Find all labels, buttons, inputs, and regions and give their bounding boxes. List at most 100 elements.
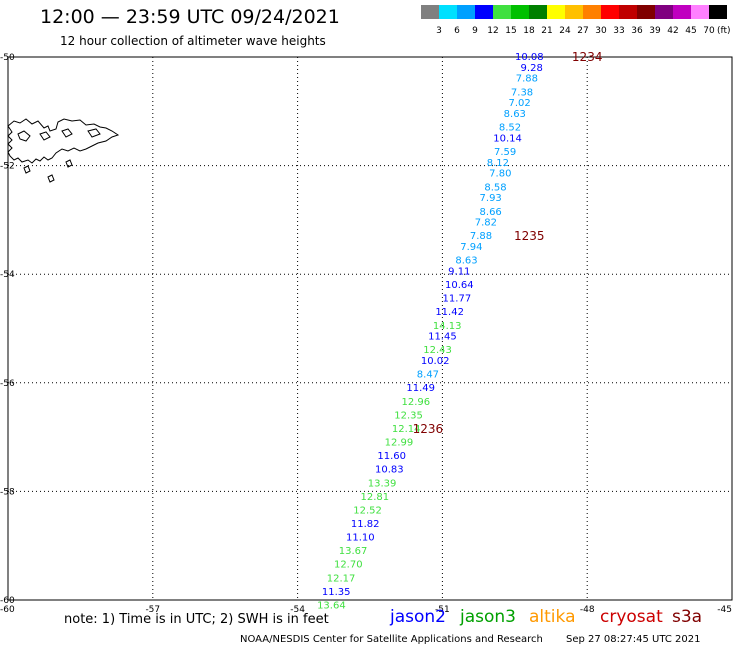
map-frame bbox=[7, 56, 733, 601]
color-scale-label: 21 bbox=[541, 26, 553, 36]
color-swatch bbox=[673, 5, 691, 19]
longitude-tick-label: -48 bbox=[580, 605, 595, 615]
wave-height-value: 12.43 bbox=[423, 345, 452, 356]
wave-height-value: 11.10 bbox=[346, 533, 375, 544]
wave-height-value: 7.82 bbox=[475, 218, 497, 229]
satellite-legend-jason2: jason2 bbox=[390, 607, 446, 627]
wave-height-value: 9.11 bbox=[448, 266, 470, 277]
color-swatch bbox=[637, 5, 655, 19]
color-scale-label: 42 bbox=[667, 26, 679, 36]
axis-tick-labels: -60 -57 -54 -51 -48 -45 -50 -52 -54 -56 -58 -60 bbox=[0, 53, 732, 615]
wave-height-value: 8.47 bbox=[417, 370, 439, 381]
color-swatch bbox=[547, 5, 565, 19]
wave-height-value: 13.39 bbox=[368, 478, 397, 489]
wave-height-value: 11.82 bbox=[351, 519, 380, 530]
color-swatch bbox=[691, 5, 709, 19]
wave-height-value: 8.66 bbox=[480, 207, 502, 218]
wave-height-value: 12.17 bbox=[327, 573, 356, 584]
color-scale-label: 12 bbox=[487, 26, 499, 36]
unit-label: (ft) bbox=[717, 26, 731, 36]
latitude-tick-label: -60 bbox=[0, 596, 15, 606]
color-scale-label: 18 bbox=[523, 26, 535, 36]
map-grid bbox=[7, 56, 733, 601]
longitude-tick-label: -45 bbox=[717, 605, 732, 615]
wave-height-value: 11.49 bbox=[406, 383, 435, 394]
falkland-islands-coastline bbox=[7, 118, 120, 183]
generation-timestamp: Sep 27 08:27:45 UTC 2021 bbox=[566, 634, 701, 645]
wave-height-value: 12.14 bbox=[392, 424, 421, 435]
wave-height-value: 12.70 bbox=[334, 560, 363, 571]
wave-height-value: 12.35 bbox=[394, 410, 423, 421]
latitude-tick-label: -56 bbox=[0, 379, 15, 389]
color-scale-label: 70 bbox=[703, 26, 715, 36]
wave-height-value: 11.45 bbox=[428, 332, 457, 343]
color-swatch bbox=[529, 5, 547, 19]
color-scale-label: 30 bbox=[595, 26, 607, 36]
wave-height-value: 8.63 bbox=[455, 256, 477, 267]
latitude-tick-label: -58 bbox=[0, 487, 15, 497]
wave-height-value: 7.02 bbox=[508, 98, 530, 109]
footer-note: note: 1) Time is in UTC; 2) SWH is in fe… bbox=[64, 612, 329, 627]
wave-height-value: 7.93 bbox=[480, 193, 502, 204]
satellite-legend-cryosat: cryosat bbox=[600, 607, 663, 627]
wave-height-value: 10.83 bbox=[375, 465, 404, 476]
wave-height-value: 10.64 bbox=[445, 280, 474, 291]
wave-height-value: 8.63 bbox=[504, 109, 526, 120]
pass-time-label: 1235 bbox=[514, 229, 545, 243]
longitude-tick-label: -57 bbox=[145, 605, 160, 615]
wave-height-value: 11.35 bbox=[322, 587, 351, 598]
latitude-tick-label: -52 bbox=[0, 162, 15, 172]
wave-height-value: 11.42 bbox=[435, 307, 464, 318]
wave-height-value: 12.52 bbox=[353, 505, 382, 516]
wave-height-value: 12.99 bbox=[385, 438, 414, 449]
pass-time-label: 1236 bbox=[413, 422, 444, 436]
map-subtitle: 12 hour collection of altimeter wave hei… bbox=[60, 34, 326, 48]
color-swatch bbox=[421, 5, 439, 19]
wave-height-value: 10.02 bbox=[421, 356, 450, 367]
wave-height-value: 11.77 bbox=[443, 294, 472, 305]
latitude-tick-label: -50 bbox=[0, 53, 15, 63]
color-scale-label: 45 bbox=[685, 26, 697, 36]
color-scale-label: 36 bbox=[631, 26, 643, 36]
color-swatch bbox=[601, 5, 619, 19]
longitude-tick-label: -54 bbox=[290, 605, 305, 615]
color-scale-label: 24 bbox=[559, 26, 571, 36]
wave-height-value: 13.64 bbox=[317, 600, 346, 611]
wave-height-labels: 10.089.287.887.387.028.638.5210.147.598.… bbox=[317, 52, 544, 611]
pass-time-labels: 1234 1235 1236 bbox=[413, 50, 603, 436]
color-swatch bbox=[655, 5, 673, 19]
satellite-legend-altika: altika bbox=[529, 607, 576, 627]
wave-height-value: 7.88 bbox=[516, 74, 538, 85]
color-swatch bbox=[439, 5, 457, 19]
wave-height-value: 8.12 bbox=[487, 158, 509, 169]
latitude-tick-label: -54 bbox=[0, 270, 15, 280]
credit-line: NOAA/NESDIS Center for Satellite Applica… bbox=[240, 634, 543, 645]
satellite-legend-s3a: s3a bbox=[672, 607, 703, 627]
wave-height-value: 9.28 bbox=[521, 63, 543, 74]
color-swatch bbox=[493, 5, 511, 19]
wave-height-value: 7.80 bbox=[489, 169, 511, 180]
wave-height-value: 12.81 bbox=[361, 492, 390, 503]
wave-height-value: 7.88 bbox=[470, 231, 492, 242]
color-swatch bbox=[457, 5, 475, 19]
satellite-legend-jason3: jason3 bbox=[460, 607, 516, 627]
wave-height-value: 13.67 bbox=[339, 546, 368, 557]
wave-height-value: 7.59 bbox=[494, 147, 516, 158]
color-swatch bbox=[619, 5, 637, 19]
wave-height-value: 8.52 bbox=[499, 123, 521, 134]
map-title: 12:00 — 23:59 UTC 09/24/2021 bbox=[40, 6, 340, 28]
wave-height-value: 8.58 bbox=[484, 182, 506, 193]
color-swatch bbox=[709, 5, 727, 19]
color-swatch bbox=[583, 5, 601, 19]
color-swatch bbox=[475, 5, 493, 19]
color-scale-label: 39 bbox=[649, 26, 661, 36]
color-scale-label: 3 bbox=[436, 26, 442, 36]
color-swatch bbox=[565, 5, 583, 19]
coastline-shape bbox=[7, 118, 120, 183]
wave-height-value: 10.08 bbox=[515, 52, 544, 63]
longitude-tick-label: -60 bbox=[0, 605, 15, 615]
pass-time-label: 1234 bbox=[572, 50, 603, 64]
color-scale-label: 27 bbox=[577, 26, 589, 36]
longitude-tick-label: -51 bbox=[435, 605, 450, 615]
